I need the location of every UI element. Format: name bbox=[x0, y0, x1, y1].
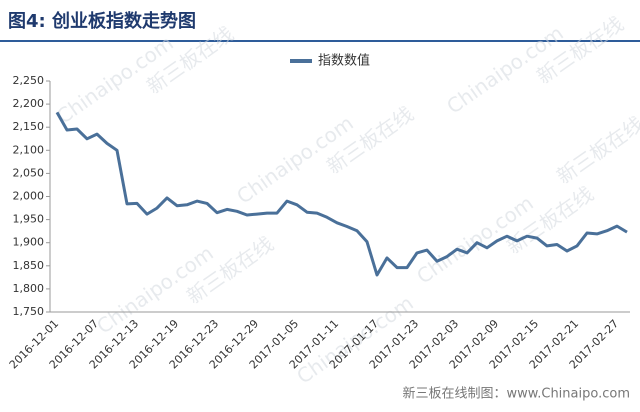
y-tick-label: 2,150 bbox=[13, 120, 45, 133]
y-tick-label: 1,950 bbox=[13, 213, 45, 226]
y-tick-label: 2,200 bbox=[13, 97, 45, 110]
credit: 新三板在线制图：www.Chinaipo.com bbox=[403, 386, 630, 402]
y-tick-label: 1,800 bbox=[13, 282, 45, 295]
y-tick-label: 2,100 bbox=[13, 143, 45, 156]
chart-title: 图4: 创业板指数走势图 bbox=[8, 10, 196, 32]
y-tick-label: 1,900 bbox=[13, 236, 45, 249]
y-tick-label: 1,850 bbox=[13, 259, 45, 272]
y-tick-label: 2,250 bbox=[13, 74, 45, 87]
y-tick-label: 1,750 bbox=[13, 305, 45, 318]
legend-label: 指数数值 bbox=[318, 53, 370, 69]
data-line bbox=[55, 111, 628, 277]
y-tick-label: 2,050 bbox=[13, 166, 45, 179]
y-tick-label: 2,000 bbox=[13, 190, 45, 203]
